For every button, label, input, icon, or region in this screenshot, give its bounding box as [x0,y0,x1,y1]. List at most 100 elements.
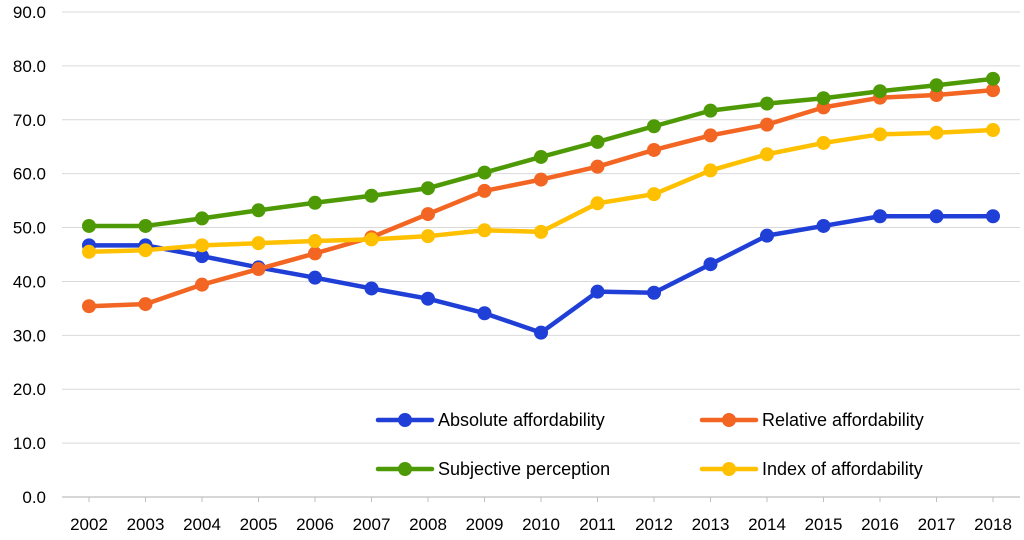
data-point [873,127,887,142]
y-tick-label: 20.0 [13,380,46,399]
data-point [82,244,96,259]
data-point [308,195,322,210]
series-line [86,87,996,309]
y-tick-label: 0.0 [22,488,46,507]
legend-label: Relative affordability [762,410,924,430]
x-tick-label: 2012 [635,515,673,534]
legend-item: Relative affordability [699,410,924,430]
legend-label: Absolute affordability [438,410,605,430]
data-point [364,188,379,203]
legend-item: Subjective perception [375,459,610,479]
data-point [421,229,435,244]
data-point [534,325,548,340]
data-point [873,209,887,224]
x-tick-label: 2010 [522,515,560,534]
legend-label: Subjective perception [438,459,610,479]
data-point [816,218,831,233]
x-tick-label: 2006 [296,515,334,534]
data-point [251,262,266,277]
x-tick-label: 2003 [127,515,165,534]
data-point [82,299,96,314]
series-subjective-perception [82,71,1000,233]
y-tick-label: 30.0 [13,326,46,345]
data-point [929,78,944,93]
y-tick-label: 40.0 [13,272,46,291]
data-point [534,224,548,239]
data-point [477,183,492,198]
data-point [421,207,435,222]
data-point [647,285,661,300]
data-point [195,249,209,264]
data-point [251,203,266,218]
data-point [421,291,435,306]
data-point [929,125,944,140]
data-point [816,91,831,106]
y-tick-label: 50.0 [13,219,46,238]
data-point [195,277,209,292]
x-tick-label: 2016 [861,515,899,534]
data-point [986,71,1000,86]
data-point [308,246,322,261]
legend-label: Index of affordability [762,459,923,479]
data-point [703,257,718,272]
data-point [816,135,831,150]
x-tick-label: 2013 [692,515,730,534]
data-point [760,147,774,162]
x-tick-label: 2018 [974,515,1012,534]
x-tick-label: 2017 [918,515,956,534]
data-point [703,163,718,178]
data-point [421,181,435,196]
data-point [364,281,379,296]
data-point [647,187,661,202]
legend-swatch-marker [722,462,736,476]
series-absolute-affordability [82,209,1000,340]
data-point [760,96,774,111]
data-point [873,84,887,99]
legend-swatch-marker [722,413,736,427]
legend-swatch-marker [398,462,412,476]
data-point [477,165,492,180]
data-point [138,243,153,258]
series-index-of-affordability [82,123,1000,259]
x-tick-label: 2014 [748,515,786,534]
data-point [308,270,322,285]
data-point [986,123,1000,138]
y-tick-label: 90.0 [13,3,46,22]
legend: Absolute affordability Relative affordabi… [375,410,924,479]
y-tick-label: 70.0 [13,111,46,130]
x-tick-label: 2009 [466,515,504,534]
data-point [477,306,492,321]
data-point [703,128,718,143]
legend-swatch-marker [398,413,412,427]
axes: 0.0 10.0 20.0 30.0 40.0 50.0 60.0 70.0 80.0 90.0 2… [13,3,1020,534]
series-lines [82,71,1000,340]
data-point [251,236,266,251]
data-point [986,83,1000,98]
series-relative-affordability [82,83,1000,314]
data-point [477,223,492,238]
legend-item: Absolute affordability [375,410,605,430]
data-point [590,196,605,211]
x-tick-label: 2007 [353,515,391,534]
data-point [82,218,96,233]
data-point [929,209,944,224]
data-point [986,209,1000,224]
data-point [364,232,379,247]
data-point [929,87,944,102]
x-tick-label: 2004 [183,515,221,534]
y-tick-label: 60.0 [13,165,46,184]
legend-item: Index of affordability [699,459,923,479]
data-point [590,134,605,149]
data-point [590,284,605,299]
data-point [138,297,153,312]
y-tick-label: 80.0 [13,57,46,76]
data-point [195,211,209,226]
x-tick-label: 2005 [240,515,278,534]
x-tick-label: 2015 [805,515,843,534]
data-point [195,238,209,253]
data-point [590,159,605,174]
data-point [647,142,661,157]
data-point [760,228,774,243]
x-tick-label: 2002 [70,515,108,534]
